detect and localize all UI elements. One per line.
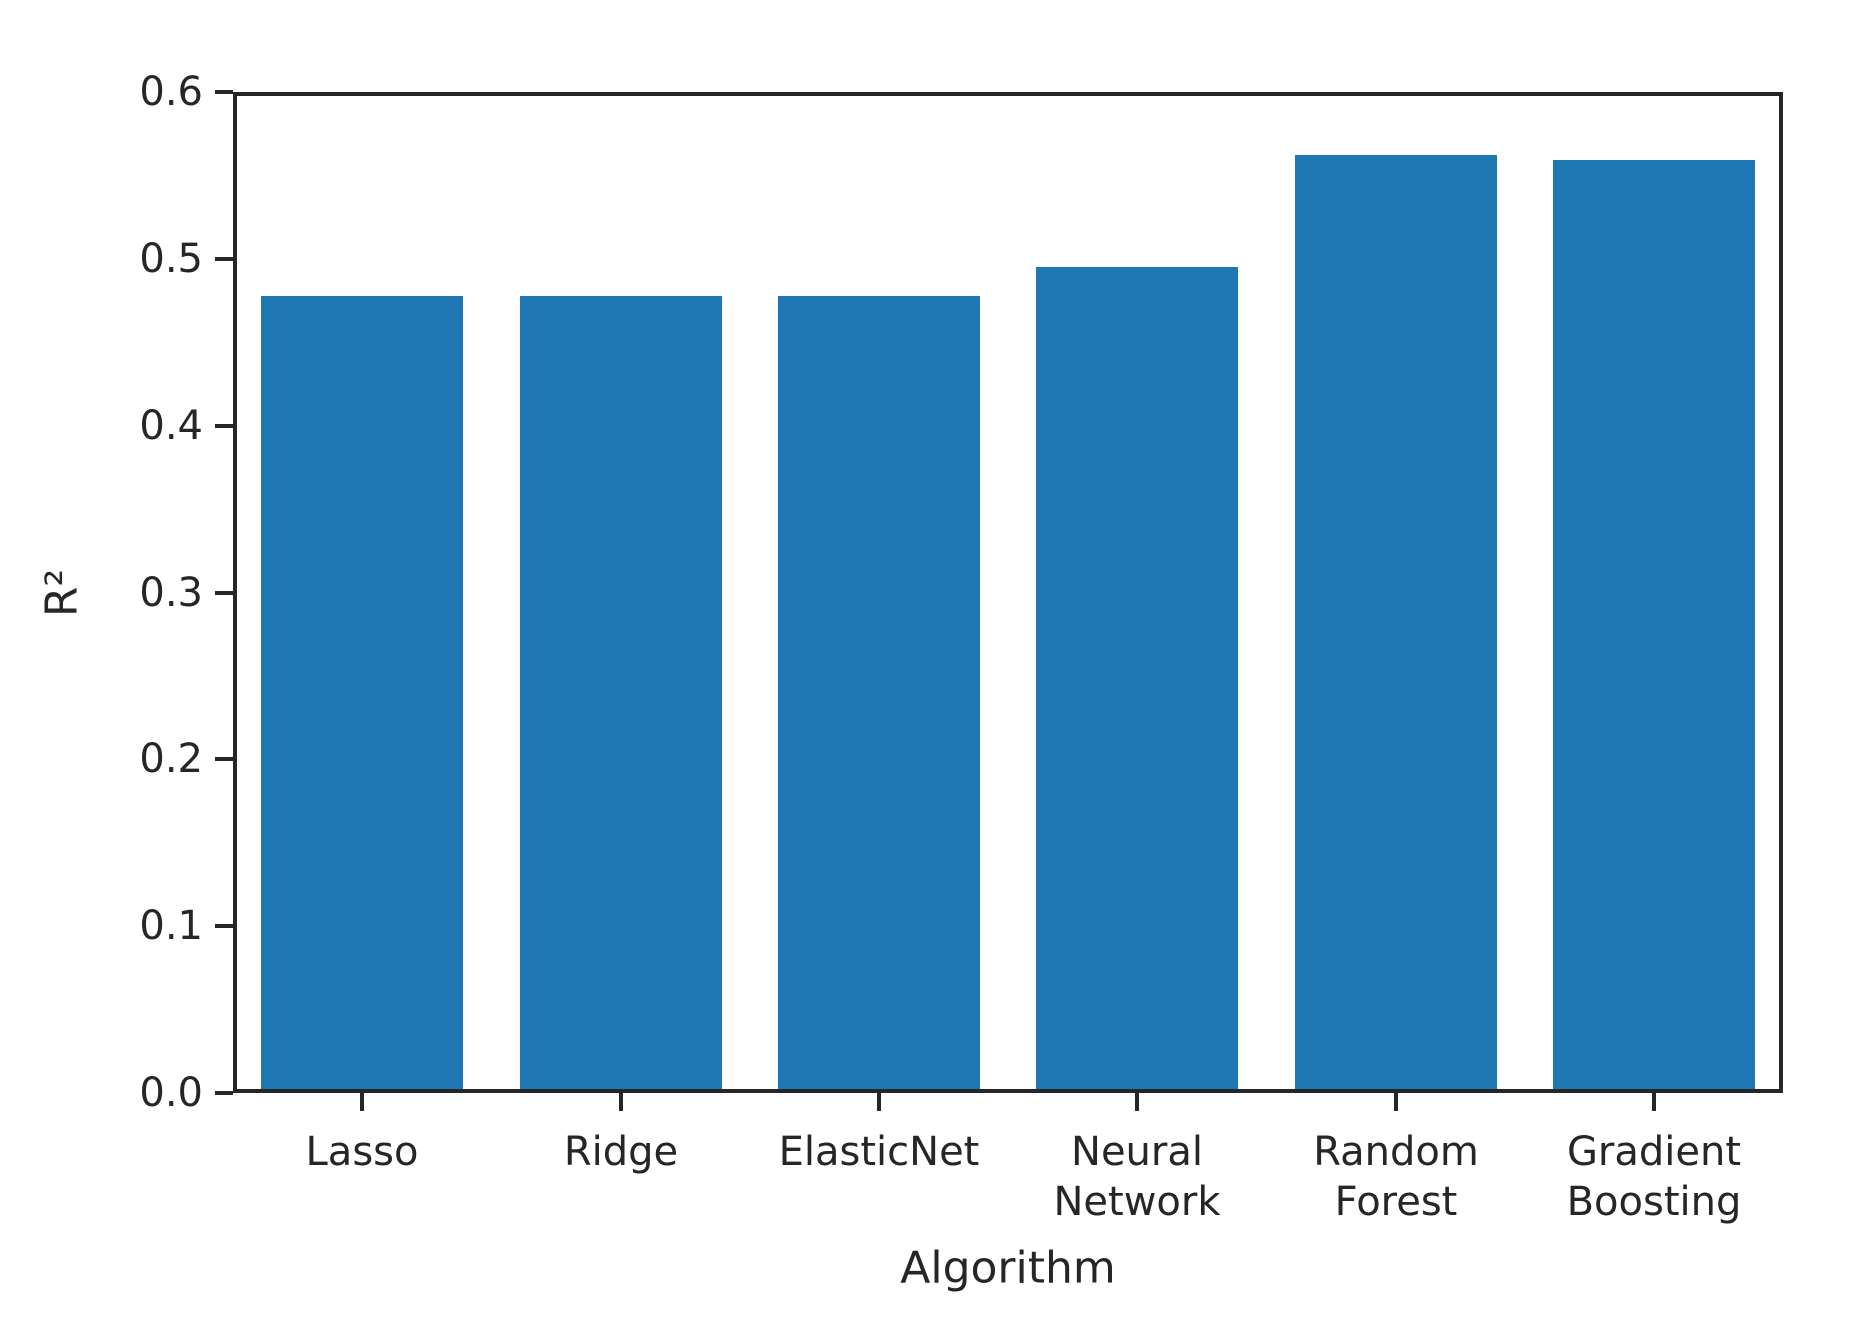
y-tick-mark [215, 757, 233, 761]
y-tick-label: 0.0 [139, 1070, 203, 1116]
y-tick-label: 0.1 [139, 903, 203, 949]
y-tick-mark [215, 924, 233, 928]
x-tick-mark [619, 1093, 623, 1111]
y-tick-mark [215, 90, 233, 94]
x-tick-label-line: Random [1313, 1129, 1479, 1175]
y-axis-label: R² [36, 568, 88, 618]
y-tick-mark [215, 424, 233, 428]
x-tick-mark [1652, 1093, 1656, 1111]
x-tick-mark [1135, 1093, 1139, 1111]
bar-neural-network [1036, 267, 1238, 1093]
bar-lasso [261, 296, 463, 1093]
bar-ridge [520, 296, 722, 1093]
x-tick-mark [360, 1093, 364, 1111]
y-tick-label: 0.6 [139, 69, 203, 115]
y-tick-label: 0.3 [139, 570, 203, 616]
bar-elasticnet [778, 296, 980, 1093]
x-tick-label-line: ElasticNet [778, 1129, 980, 1175]
x-tick-label-line: Gradient [1566, 1129, 1742, 1175]
x-axis-label: Algorithm [900, 1242, 1116, 1294]
y-tick-label: 0.2 [139, 736, 203, 782]
y-tick-mark [215, 1091, 233, 1095]
y-tick-mark [215, 591, 233, 595]
x-tick-label: Gradient Boosting [1484, 1127, 1824, 1227]
x-tick-label: Lasso [192, 1127, 532, 1177]
y-tick-label: 0.4 [139, 403, 203, 449]
y-tick-mark [215, 257, 233, 261]
plot-area [233, 92, 1783, 1093]
x-tick-mark [1394, 1093, 1398, 1111]
x-tick-label-line: Lasso [305, 1129, 419, 1175]
x-tick-label-line: Network [1053, 1179, 1221, 1225]
x-tick-label-line: Neural [1071, 1129, 1203, 1175]
bar-random-forest [1295, 155, 1497, 1093]
x-tick-label-line: Boosting [1566, 1179, 1742, 1225]
x-tick-mark [877, 1093, 881, 1111]
x-tick-label: ElasticNet [709, 1127, 1049, 1177]
x-tick-label: Ridge [451, 1127, 791, 1177]
x-tick-label-line: Forest [1334, 1179, 1458, 1225]
x-tick-label: Neural Network [967, 1127, 1307, 1227]
bar-gradient-boosting [1553, 160, 1755, 1093]
x-tick-label: Random Forest [1226, 1127, 1566, 1227]
x-tick-label-line: Ridge [563, 1129, 679, 1175]
y-tick-label: 0.5 [139, 236, 203, 282]
